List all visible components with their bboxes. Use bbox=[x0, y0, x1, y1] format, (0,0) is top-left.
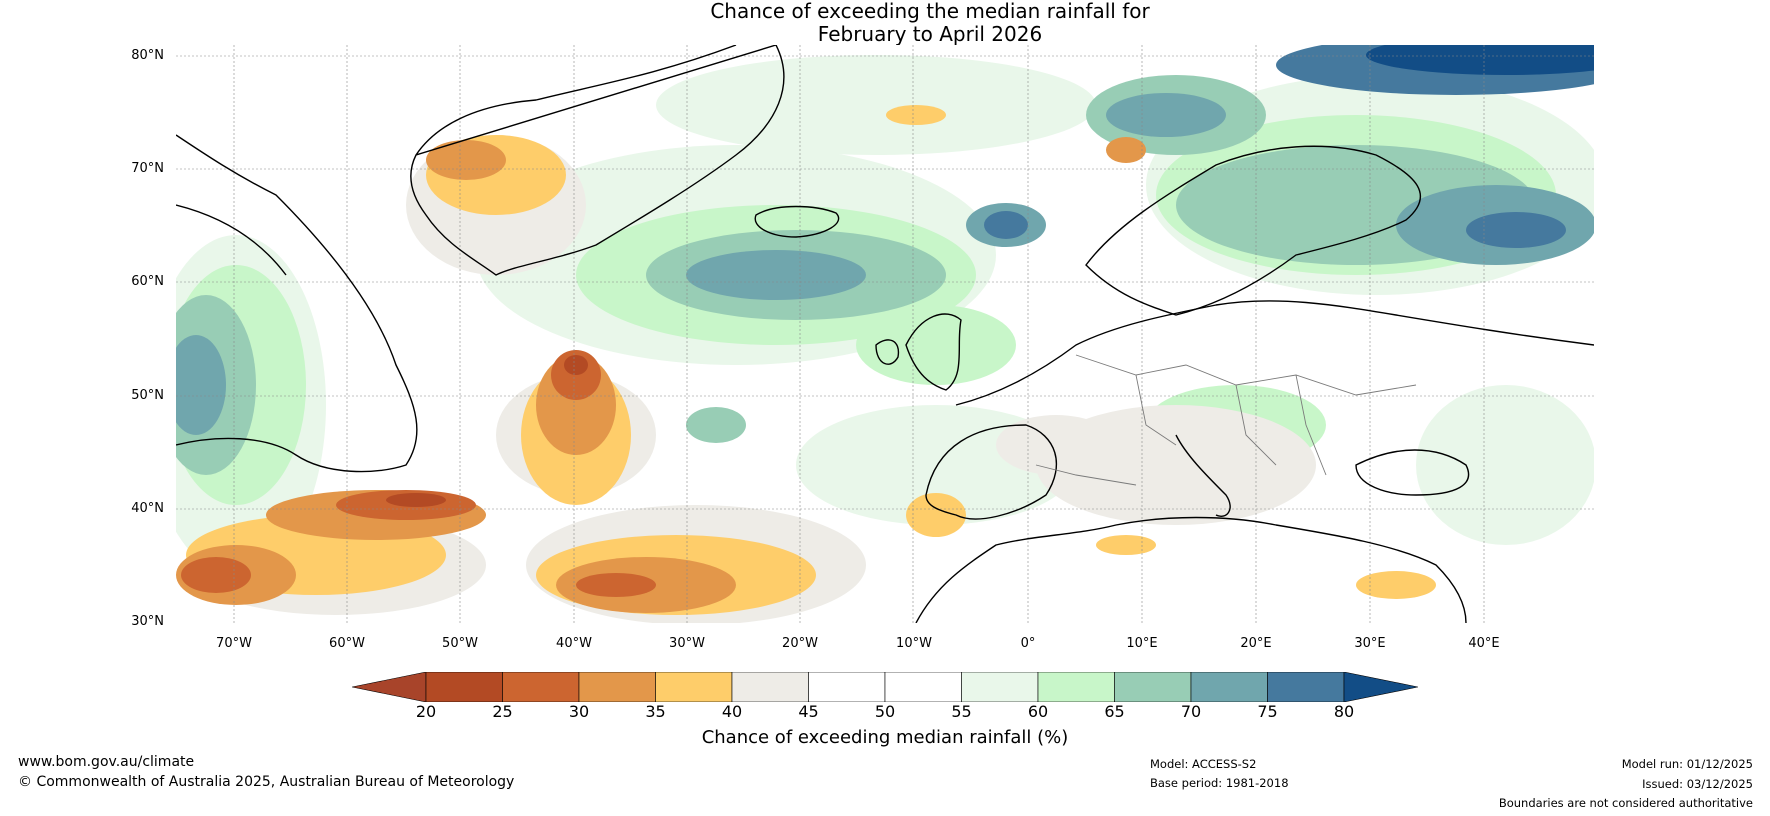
model-name: Model: ACCESS-S2 bbox=[1150, 757, 1257, 771]
colorbar-segment-20 bbox=[425, 672, 503, 702]
colorbar-tick-40: 40 bbox=[721, 702, 743, 721]
copyright-text: © Commonwealth of Australia 2025, Austra… bbox=[18, 774, 515, 790]
forecast-map bbox=[176, 45, 1594, 623]
colorbar-tick-45: 45 bbox=[798, 702, 819, 721]
colorbar-segment-25 bbox=[502, 672, 580, 702]
lon-label-40e: 40°E bbox=[1468, 636, 1500, 651]
colorbar-segment-65 bbox=[1114, 672, 1192, 702]
lon-label-60w: 60°W bbox=[329, 636, 365, 651]
colorbar-segment-30 bbox=[578, 672, 656, 702]
lat-label-30n: 30°N bbox=[131, 614, 164, 629]
colorbar-tick-55: 55 bbox=[951, 702, 972, 721]
lon-label-20w: 20°W bbox=[782, 636, 818, 651]
base-period: Base period: 1981-2018 bbox=[1150, 776, 1289, 790]
chart-title: Chance of exceeding the median rainfall … bbox=[0, 0, 1770, 46]
colorbar-segment-35 bbox=[655, 672, 733, 702]
lon-label-40w: 40°W bbox=[556, 636, 592, 651]
lat-label-40n: 40°N bbox=[131, 501, 164, 516]
lat-label-70n: 70°N bbox=[131, 161, 164, 176]
shade-25-30 bbox=[181, 350, 656, 597]
colorbar-tick-30: 30 bbox=[568, 702, 590, 721]
colorbar-tick-25: 25 bbox=[492, 702, 513, 721]
colorbar-tick-65: 65 bbox=[1104, 702, 1125, 721]
boundaries-disclaimer: Boundaries are not considered authoritat… bbox=[1498, 796, 1753, 810]
colorbar-label: Chance of exceeding median rainfall (%) bbox=[701, 727, 1069, 748]
colorbar-tick-35: 35 bbox=[645, 702, 666, 721]
lon-label-10w: 10°W bbox=[896, 636, 932, 651]
colorbar-segment-45 bbox=[808, 672, 886, 702]
website-link[interactable]: www.bom.gov.au/climate bbox=[18, 754, 195, 770]
title-line-1: Chance of exceeding the median rainfall … bbox=[710, 0, 1150, 23]
colorbar-segment-75 bbox=[1267, 672, 1345, 702]
lon-label-0: 0° bbox=[1020, 636, 1036, 651]
model-run-date: Model run: 01/12/2025 bbox=[1621, 757, 1753, 771]
lon-label-10e: 10°E bbox=[1126, 636, 1158, 651]
lat-label-80n: 80°N bbox=[131, 48, 164, 63]
lon-label-70w: 70°W bbox=[216, 636, 252, 651]
shade-over-80 bbox=[1366, 45, 1594, 75]
colorbar-segment-40 bbox=[731, 672, 809, 702]
lon-label-30e: 30°E bbox=[1354, 636, 1386, 651]
lon-label-50w: 50°W bbox=[442, 636, 478, 651]
colorbar-tick-70: 70 bbox=[1180, 702, 1202, 721]
coastlines bbox=[176, 45, 1594, 623]
colorbar-tick-60: 60 bbox=[1027, 702, 1049, 721]
lon-label-20e: 20°E bbox=[1240, 636, 1272, 651]
colorbar-segment-60 bbox=[1037, 672, 1115, 702]
graticule bbox=[176, 45, 1594, 623]
colorbar-tick-75: 75 bbox=[1257, 702, 1278, 721]
shade-20-25 bbox=[386, 355, 588, 507]
issued-date: Issued: 03/12/2025 bbox=[1642, 777, 1753, 791]
colorbar-tick-50: 50 bbox=[874, 702, 896, 721]
colorbar bbox=[352, 672, 1418, 702]
colorbar-extend-low bbox=[352, 672, 427, 702]
country-borders bbox=[1035, 354, 1417, 486]
colorbar-tick-20: 20 bbox=[415, 702, 437, 721]
map-canvas bbox=[176, 45, 1594, 623]
colorbar-extend-high bbox=[1343, 672, 1418, 702]
title-line-2: February to April 2026 bbox=[817, 22, 1043, 46]
colorbar-segment-55 bbox=[961, 672, 1039, 702]
lon-label-30w: 30°W bbox=[669, 636, 705, 651]
lat-label-60n: 60°N bbox=[131, 274, 164, 289]
lat-label-50n: 50°N bbox=[131, 388, 164, 403]
colorbar-segment-50 bbox=[884, 672, 962, 702]
colorbar-segment-70 bbox=[1190, 672, 1268, 702]
colorbar-tick-80: 80 bbox=[1333, 702, 1355, 721]
